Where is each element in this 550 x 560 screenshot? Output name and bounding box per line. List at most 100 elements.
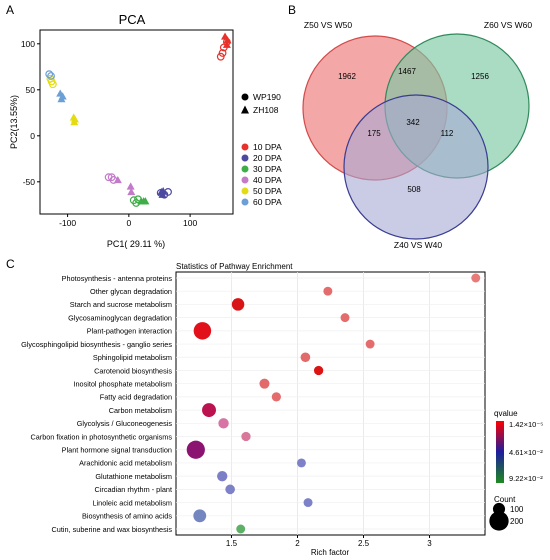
pca-shape-legend: WP190 ZH108 xyxy=(241,92,281,115)
qvalue-label-low: 9.22×10⁻² xyxy=(509,474,543,483)
pathway-label: Carotenoid biosynthesis xyxy=(94,366,172,375)
pca-ytick-label: 50 xyxy=(26,85,36,95)
qvalue-legend-title: qvalue xyxy=(494,409,518,418)
enrichment-dot xyxy=(313,365,324,376)
color-legend-dot xyxy=(241,154,249,162)
venn-diagram: Z50 VS W50 Z60 VS W60 Z40 VS W40 1962 14… xyxy=(302,20,532,250)
enrichment-dot xyxy=(241,431,251,442)
pathway-label: Glycosaminoglycan degradation xyxy=(68,313,172,322)
color-legend-label: 40 DPA xyxy=(253,175,282,185)
enrichment-plot-frame xyxy=(175,271,486,536)
pca-point-circle xyxy=(218,49,227,57)
pathway-label: Carbon metabolism xyxy=(109,406,172,415)
enrichment-dot xyxy=(300,352,311,363)
venn-set-label-z60: Z60 VS W60 xyxy=(484,20,532,30)
pathway-label: Sphingolipid metabolism xyxy=(93,353,172,362)
pca-xtick-label: -100 xyxy=(59,218,76,228)
pca-ytick-label: 0 xyxy=(30,131,35,141)
enrichment-dot xyxy=(225,484,235,495)
pca-point-circle xyxy=(216,52,225,61)
color-legend-label: 10 DPA xyxy=(253,142,282,152)
enrichment-xlabel: Rich factor xyxy=(311,548,350,557)
pathway-label: Fatty acid degradation xyxy=(100,393,172,402)
pca-point-triangle xyxy=(223,36,232,44)
pca-axes: -100 0 100 -50 0 50 100 xyxy=(21,39,198,228)
venn-circle-z40 xyxy=(343,94,489,240)
pca-point-circle xyxy=(45,70,54,79)
pathway-label: Starch and sucrose metabolism xyxy=(70,300,172,309)
panel-label-a: A xyxy=(6,3,14,17)
pca-ylabel: PC2(13.55%) xyxy=(9,95,19,149)
enrichment-dot xyxy=(202,403,216,418)
qvalue-colorbar xyxy=(496,421,504,483)
enrichment-dot xyxy=(217,470,228,482)
pathway-label: Plant-pathogen interaction xyxy=(87,327,172,336)
enrichment-dot xyxy=(271,392,282,402)
venn-count-only-z50: 1962 xyxy=(338,72,356,81)
count-legend-title: Count xyxy=(494,495,516,504)
color-legend-label: 60 DPA xyxy=(253,197,282,207)
enrichment-x-ticks: 1.5 2 2.5 3 xyxy=(226,535,432,548)
enrichment-dot xyxy=(365,339,375,349)
color-legend-dot xyxy=(241,165,249,173)
pca-ytick-label: -50 xyxy=(23,177,36,187)
pathway-label: Glycosphingolipid biosynthesis - ganglio… xyxy=(21,340,172,349)
pca-title: PCA xyxy=(119,12,146,27)
panel-label-c: C xyxy=(6,257,15,271)
venn-count-z50-z60: 1467 xyxy=(398,67,416,76)
venn-count-all: 342 xyxy=(406,118,420,127)
venn-set-label-z40: Z40 VS W40 xyxy=(394,240,442,250)
shape-legend-label: WP190 xyxy=(253,92,281,102)
enrichment-dot xyxy=(236,524,246,534)
venn-count-only-z60: 1256 xyxy=(471,72,489,81)
enrichment-xtick-label: 3 xyxy=(427,539,432,548)
enrichment-grid xyxy=(176,272,485,535)
pca-point-triangle xyxy=(127,187,136,196)
count-legend-label: 100 xyxy=(510,505,524,514)
pca-plot-frame xyxy=(39,29,234,215)
enrichment-dot xyxy=(218,418,229,429)
color-legend-dot xyxy=(241,198,249,206)
color-legend-label: 20 DPA xyxy=(253,153,282,163)
venn-set-label-z50: Z50 VS W50 xyxy=(304,20,352,30)
pathway-label: Carbon fixation in photosynthetic organi… xyxy=(30,432,172,441)
enrichment-dot xyxy=(193,322,212,340)
enrichment-chart: Statistics of Pathway Enrichment Photosy… xyxy=(21,262,543,557)
venn-count-z50-z40: 175 xyxy=(367,129,381,138)
pca-xtick-label: 100 xyxy=(183,218,197,228)
color-legend-dot xyxy=(241,143,249,151)
qvalue-label-mid: 4.61×10⁻² xyxy=(509,448,543,457)
pathway-label: Circadian rhythm - plant xyxy=(95,485,172,494)
pca-point-triangle xyxy=(141,197,150,205)
pca-points xyxy=(45,32,232,207)
color-legend-label: 50 DPA xyxy=(253,186,282,196)
qvalue-label-high: 1.42×10⁻⁵ xyxy=(509,420,543,429)
pathway-label: Inositol phosphate metabolism xyxy=(73,379,172,388)
pca-ytick-label: 100 xyxy=(21,39,35,49)
pca-point-triangle xyxy=(70,115,79,123)
pca-point-triangle xyxy=(113,175,122,184)
enrichment-dot xyxy=(296,458,306,468)
legend-triangle-icon xyxy=(241,105,249,114)
pathway-label: Biosynthesis of amino acids xyxy=(82,512,172,521)
enrichment-title: Statistics of Pathway Enrichment xyxy=(176,262,293,271)
pca-point-triangle xyxy=(58,92,67,100)
pathway-label: Other glycan degradation xyxy=(90,287,172,296)
enrichment-dot xyxy=(340,313,350,323)
enrichment-dot xyxy=(193,509,207,523)
pathway-label: Linoleic acid metabolism xyxy=(93,498,173,507)
enrichment-dot xyxy=(231,298,245,311)
enrichment-dot xyxy=(259,378,270,389)
pathway-label: Arachidonic acid metabolism xyxy=(79,459,172,468)
pca-point-triangle xyxy=(159,187,168,195)
pca-xtick-label: 0 xyxy=(126,218,131,228)
venn-count-z60-z40: 112 xyxy=(441,129,454,138)
count-legend-dot xyxy=(489,511,509,531)
pca-point-triangle xyxy=(158,190,167,198)
pathway-label: Photosynthesis - antenna proteins xyxy=(62,274,173,283)
pca-xlabel: PC1( 29.11 %) xyxy=(107,239,165,249)
count-legend-label: 200 xyxy=(510,517,524,526)
